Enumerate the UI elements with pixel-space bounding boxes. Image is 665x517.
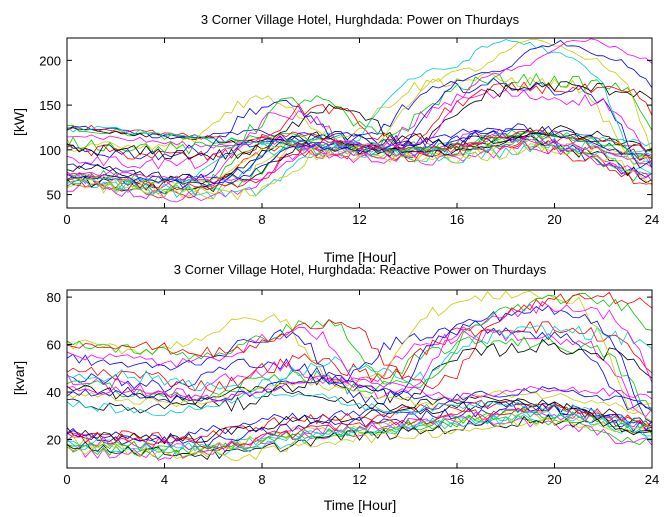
reactive-axis-ticks: 0 4 8 12 16 20 24 20 40 60 80 — [47, 290, 659, 487]
series-line — [67, 385, 652, 436]
series-line — [67, 134, 652, 168]
series-line — [67, 305, 652, 423]
y-tick-label: 200 — [39, 53, 61, 68]
power-chart: 3 Corner Village Hotel, Hurghdada: Power… — [11, 12, 659, 265]
y-tick-label: 40 — [47, 385, 61, 400]
reactive-series-group — [67, 290, 652, 462]
series-line — [67, 72, 652, 166]
x-tick-label: 4 — [161, 472, 168, 487]
x-tick-label: 4 — [161, 212, 168, 227]
power-chart-xlabel: Time [Hour] — [324, 249, 397, 265]
y-tick-label: 20 — [47, 433, 61, 448]
series-line — [67, 408, 652, 453]
x-tick-label: 0 — [63, 472, 70, 487]
reactive-power-chart: 3 Corner Village Hotel, Hurghdada: React… — [11, 262, 659, 513]
series-line — [67, 125, 652, 156]
x-tick-label: 20 — [547, 212, 561, 227]
power-chart-ylabel: [kW] — [11, 108, 27, 136]
series-line — [67, 418, 652, 461]
x-tick-label: 8 — [258, 472, 265, 487]
power-series-group — [67, 38, 652, 203]
series-line — [67, 320, 652, 393]
y-tick-label: 60 — [47, 338, 61, 353]
series-line — [67, 138, 652, 198]
series-line — [67, 40, 652, 187]
power-chart-title: 3 Corner Village Hotel, Hurghdada: Power… — [201, 12, 520, 27]
series-line — [67, 398, 652, 445]
x-tick-label: 12 — [352, 212, 366, 227]
series-line — [67, 38, 652, 184]
series-line — [67, 410, 652, 455]
series-line — [67, 390, 652, 437]
series-line — [67, 300, 652, 400]
series-line — [67, 376, 652, 409]
series-line — [67, 140, 652, 201]
series-line — [67, 125, 652, 185]
series-line — [67, 127, 652, 156]
x-tick-label: 24 — [645, 212, 659, 227]
series-line — [67, 290, 652, 412]
series-line — [67, 379, 652, 422]
y-tick-label: 150 — [39, 98, 61, 113]
series-line — [67, 338, 652, 412]
series-line — [67, 416, 652, 462]
series-line — [67, 89, 652, 170]
reactive-chart-ylabel: [kvar] — [11, 361, 27, 395]
reactive-chart-xlabel: Time [Hour] — [324, 497, 397, 513]
x-tick-label: 8 — [258, 212, 265, 227]
x-tick-label: 16 — [450, 212, 464, 227]
series-line — [67, 291, 652, 390]
x-tick-label: 20 — [547, 472, 561, 487]
series-line — [67, 403, 652, 450]
series-line — [67, 328, 652, 418]
x-tick-label: 0 — [63, 212, 70, 227]
y-tick-label: 100 — [39, 143, 61, 158]
series-line — [67, 81, 652, 161]
power-axis-ticks: 0 4 8 12 16 20 24 50 100 150 200 — [39, 38, 659, 227]
series-line — [67, 77, 652, 169]
series-line — [67, 137, 652, 200]
x-tick-label: 16 — [450, 472, 464, 487]
x-tick-label: 12 — [352, 472, 366, 487]
x-tick-label: 24 — [645, 472, 659, 487]
y-tick-label: 50 — [47, 188, 61, 203]
series-line — [67, 124, 652, 157]
y-tick-label: 80 — [47, 290, 61, 305]
series-line — [67, 375, 652, 403]
series-line — [67, 325, 652, 394]
reactive-chart-title: 3 Corner Village Hotel, Hurghdada: React… — [174, 262, 547, 277]
series-line — [67, 292, 652, 388]
